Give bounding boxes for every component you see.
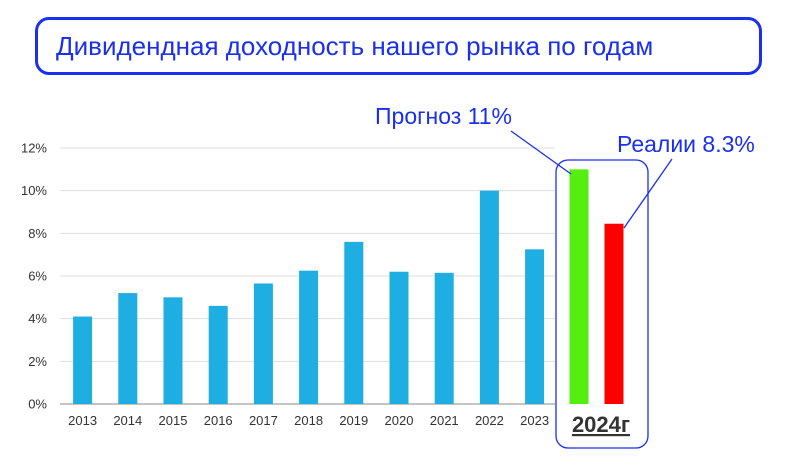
bar [118,293,138,404]
bar [208,305,228,404]
forecast-bar [569,169,589,404]
bar [299,270,319,404]
bar [73,316,93,404]
bar [344,241,364,404]
x-tick-label: 2023 [520,413,549,428]
bar [389,271,409,404]
x-tick-label: 2022 [475,413,504,428]
bar [525,249,545,404]
x-tick-label: 2019 [339,413,368,428]
bars [73,190,545,404]
forecast-year-label: 2024г [572,412,630,437]
grid-lines [60,147,555,405]
chart-title: Дивидендная доходность нашего рынка по г… [35,17,762,75]
bar [434,272,454,404]
forecast-leader-line [510,130,572,175]
bar [479,190,499,404]
x-tick-label: 2020 [385,413,414,428]
y-tick-label: 4% [28,311,47,326]
y-tick-label: 10% [21,183,47,198]
x-tick-label: 2017 [249,413,278,428]
actual-leader-line [623,158,673,229]
x-tick-label: 2018 [294,413,323,428]
x-tick-label: 2016 [204,413,233,428]
x-axis-ticks: 2013 2014 2015 2016 2017 2018 2019 2020 2021 2022… [68,413,549,428]
actual-annotation: Реалии 8.3% [617,131,755,157]
y-tick-label: 8% [28,226,47,241]
y-tick-label: 12% [21,141,47,156]
highlight-frame [555,159,649,449]
x-tick-label: 2013 [68,413,97,428]
bar [253,283,273,404]
bar [163,297,183,404]
forecast-group: 2024г Прогноз 11% Реалии 8.3% [375,103,755,449]
y-tick-label: 0% [28,397,47,412]
actual-bar [604,223,624,404]
x-tick-label: 2014 [113,413,142,428]
x-tick-label: 2021 [430,413,459,428]
x-tick-label: 2015 [159,413,188,428]
y-tick-label: 6% [28,269,47,284]
y-axis-ticks: 0% 2% 4% 6% 8% 10% 12% [21,141,47,412]
y-tick-label: 2% [28,354,47,369]
forecast-annotation: Прогноз 11% [375,103,512,129]
